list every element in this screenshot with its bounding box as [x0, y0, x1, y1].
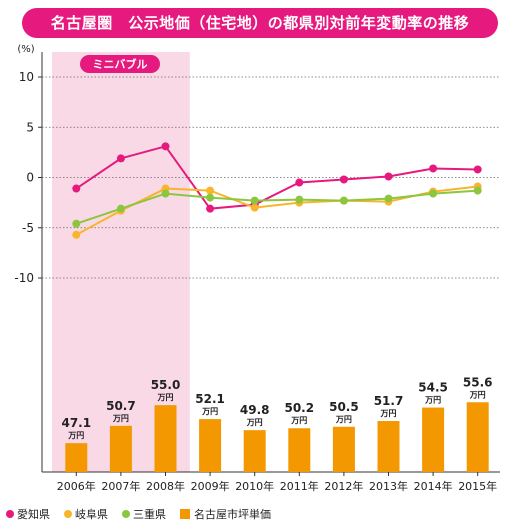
- series-point: [429, 164, 438, 173]
- legend-label-aichi: 愛知県: [17, 508, 50, 521]
- series-point: [384, 194, 393, 203]
- series-point: [339, 175, 348, 184]
- bar: [154, 405, 177, 472]
- legend: 愛知県 岐阜県 三重県 名古屋市坪単価: [6, 504, 516, 524]
- y-unit-label: (%): [17, 44, 34, 55]
- bar-value-label: 52.1: [195, 392, 225, 406]
- series-point: [473, 165, 482, 174]
- x-tick-label: 2006年: [57, 479, 96, 493]
- aichi-dot-icon: [6, 510, 14, 518]
- series-point: [384, 172, 393, 181]
- bar: [109, 425, 132, 472]
- x-tick-label: 2010年: [235, 479, 274, 493]
- bar-value-label: 50.2: [284, 401, 314, 415]
- bar-unit-label: 万円: [67, 431, 84, 440]
- legend-label-gifu: 岐阜県: [75, 508, 108, 521]
- mini-bubble-band: [52, 52, 190, 472]
- series-point: [295, 178, 304, 187]
- series-point: [206, 204, 215, 213]
- bar-unit-label: 万円: [290, 416, 307, 425]
- gifu-dot-icon: [64, 510, 72, 518]
- series-point: [116, 204, 125, 213]
- bar-value-label: 47.1: [61, 416, 91, 430]
- bar: [422, 407, 445, 472]
- x-tick-label: 2015年: [458, 479, 497, 493]
- bar-value-label: 50.5: [329, 400, 359, 414]
- x-tick-label: 2014年: [414, 479, 453, 493]
- legend-item-aichi: 愛知県: [6, 506, 50, 522]
- series-point: [161, 189, 170, 198]
- bar: [377, 421, 400, 472]
- bar-unit-label: 万円: [335, 415, 352, 424]
- mie-dot-icon: [122, 510, 130, 518]
- bar-unit-label: 万円: [469, 390, 486, 399]
- series-point: [72, 219, 81, 228]
- x-tick-label: 2011年: [280, 479, 319, 493]
- bar-unit-label: 万円: [157, 393, 174, 402]
- bar-value-label: 51.7: [374, 394, 404, 408]
- legend-label-mie: 三重県: [133, 508, 166, 521]
- bar: [288, 428, 311, 472]
- bar-value-label: 55.6: [463, 375, 493, 389]
- bar-value-label: 50.7: [106, 399, 136, 413]
- legend-item-nagoya-price: 名古屋市坪単価: [180, 506, 271, 522]
- series-point: [250, 203, 259, 212]
- bar-square-icon: [180, 509, 190, 519]
- series-point: [206, 186, 215, 195]
- bar: [466, 402, 489, 472]
- legend-label-nagoya-price: 名古屋市坪単価: [194, 508, 271, 521]
- series-point: [295, 195, 304, 204]
- bar: [199, 419, 222, 472]
- y-tick-label: 0: [26, 171, 34, 185]
- y-tick-label: -5: [22, 221, 34, 235]
- chart-title: 名古屋圏 公示地価（住宅地）の都県別対前年変動率の推移: [22, 8, 498, 38]
- series-point: [72, 230, 81, 239]
- bar-unit-label: 万円: [424, 396, 441, 405]
- series-point: [250, 196, 259, 205]
- series-line: [75, 145, 478, 210]
- x-tick-label: 2012年: [324, 479, 363, 493]
- x-tick-label: 2008年: [146, 479, 185, 493]
- bar-value-label: 55.0: [151, 378, 181, 392]
- mini-bubble-tag: [80, 55, 160, 73]
- series-point: [116, 154, 125, 163]
- bar-unit-label: 万円: [201, 407, 218, 416]
- legend-item-mie: 三重県: [122, 506, 166, 522]
- mini-bubble-label: ミニバブル: [93, 57, 148, 71]
- series-point: [161, 142, 170, 151]
- x-tick-label: 2007年: [101, 479, 140, 493]
- bar-value-label: 54.5: [418, 381, 448, 395]
- series-point: [339, 196, 348, 205]
- series-point: [473, 186, 482, 195]
- x-tick-label: 2013年: [369, 479, 408, 493]
- bar-value-label: 49.8: [240, 403, 270, 417]
- series-line: [75, 189, 478, 225]
- legend-item-gifu: 岐阜県: [64, 506, 108, 522]
- bar: [243, 430, 266, 472]
- y-tick-label: 10: [19, 70, 34, 84]
- bar-unit-label: 万円: [112, 414, 129, 423]
- bar-unit-label: 万円: [246, 418, 263, 427]
- bar-unit-label: 万円: [380, 409, 397, 418]
- bar: [332, 426, 355, 472]
- series-point: [429, 189, 438, 198]
- x-tick-label: 2009年: [191, 479, 230, 493]
- series-point: [206, 193, 215, 202]
- y-tick-label: 5: [26, 120, 34, 134]
- series-point: [72, 184, 81, 193]
- y-tick-label: -10: [14, 271, 34, 285]
- bar: [65, 443, 88, 472]
